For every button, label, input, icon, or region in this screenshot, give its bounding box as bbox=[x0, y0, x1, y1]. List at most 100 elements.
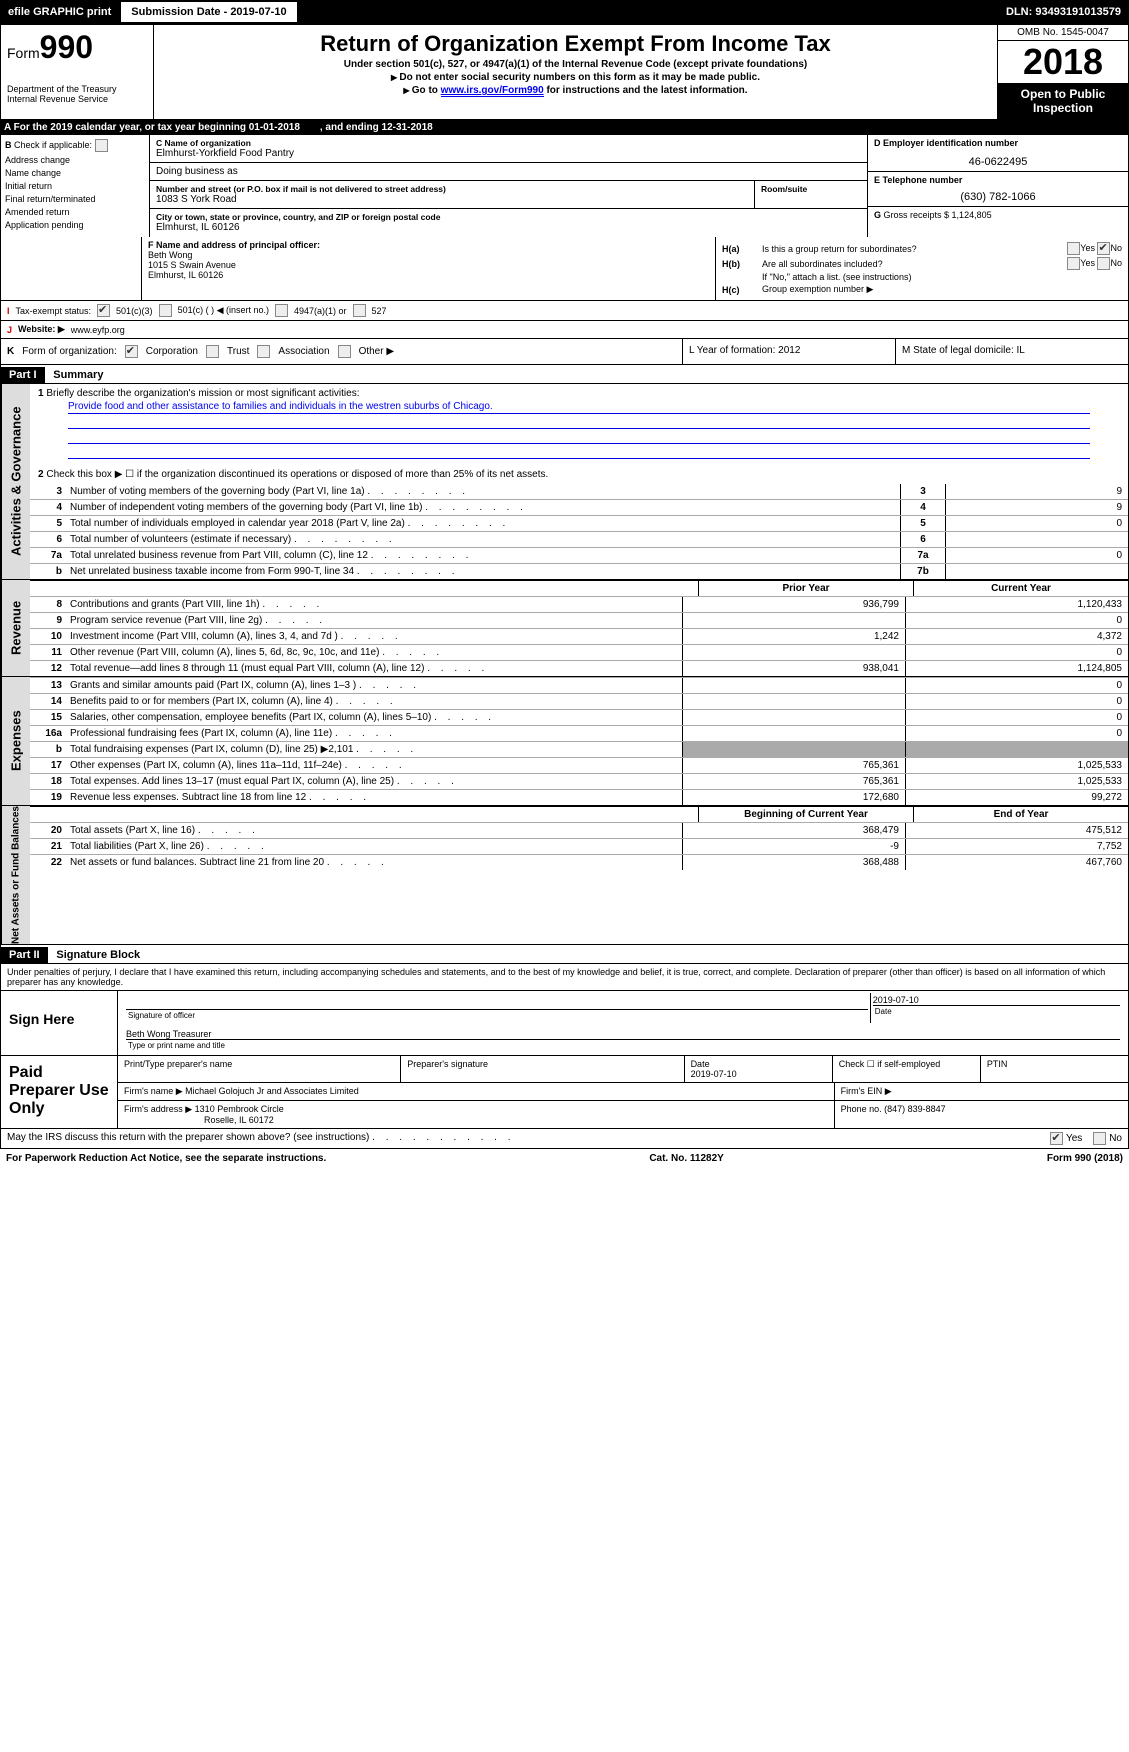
dots: . . . . . . . . . . . bbox=[372, 1132, 514, 1143]
cb-501c[interactable] bbox=[159, 304, 172, 317]
sig-date: 2019-07-10 bbox=[873, 995, 1120, 1005]
line-num: 20 bbox=[30, 823, 66, 838]
discuss-yes-cb[interactable] bbox=[1050, 1132, 1063, 1145]
line-2: 2 Check this box ▶ ☐ if the organization… bbox=[30, 465, 1128, 484]
checkbox-applicable[interactable] bbox=[95, 139, 108, 152]
irs-link[interactable]: www.irs.gov/Form990 bbox=[441, 85, 544, 97]
hb-yes-cb[interactable] bbox=[1067, 257, 1080, 270]
firm-ein-lbl: Firm's EIN ▶ bbox=[835, 1083, 1128, 1100]
line1-num: 1 bbox=[38, 388, 44, 399]
opt-527: 527 bbox=[372, 306, 387, 316]
line-col-val: 9 bbox=[945, 484, 1128, 499]
line-16a: 16a Professional fundraising fees (Part … bbox=[30, 725, 1128, 741]
cb-final: Final return/terminated bbox=[5, 194, 145, 204]
side-revenue: Revenue bbox=[1, 580, 30, 676]
line-num: 3 bbox=[30, 484, 66, 499]
line-col-num: 3 bbox=[900, 484, 945, 499]
line-14: 14 Benefits paid to or for members (Part… bbox=[30, 693, 1128, 709]
firm-addr2: Roselle, IL 60172 bbox=[124, 1115, 828, 1125]
rev-header: Prior Year Current Year bbox=[30, 580, 1128, 596]
part1-rev: Revenue Prior Year Current Year 8 Contri… bbox=[0, 580, 1129, 677]
line-text: Total unrelated business revenue from Pa… bbox=[66, 548, 900, 563]
street-lbl: Number and street (or P.O. box if mail i… bbox=[156, 184, 748, 194]
line-text: Grants and similar amounts paid (Part IX… bbox=[66, 678, 682, 693]
line-text: Benefits paid to or for members (Part IX… bbox=[66, 694, 682, 709]
prior-val bbox=[682, 678, 905, 693]
line-text: Other revenue (Part VIII, column (A), li… bbox=[66, 645, 682, 660]
line-num: 21 bbox=[30, 839, 66, 854]
col-prior: Prior Year bbox=[698, 581, 913, 596]
line-20: 20 Total assets (Part X, line 16) . . . … bbox=[30, 822, 1128, 838]
opt-4947: 4947(a)(1) or bbox=[294, 306, 347, 316]
line-18: 18 Total expenses. Add lines 13–17 (must… bbox=[30, 773, 1128, 789]
signature-block: Sign Here Signature of officer 2019-07-1… bbox=[0, 991, 1129, 1056]
header-right: OMB No. 1545-0047 2018 Open to Public In… bbox=[997, 25, 1128, 119]
section-bcd: B Check if applicable: Address change Na… bbox=[0, 135, 1129, 237]
line-num: 8 bbox=[30, 597, 66, 612]
current-val: 4,372 bbox=[905, 629, 1128, 644]
ha-lbl: H(a) bbox=[722, 244, 762, 254]
cb-other[interactable] bbox=[338, 345, 351, 358]
street-val: 1083 S York Road bbox=[156, 194, 748, 205]
prior-val bbox=[682, 613, 905, 628]
omb-number: OMB No. 1545-0047 bbox=[998, 25, 1128, 41]
k-txt: Form of organization: bbox=[22, 346, 117, 357]
row-a-left: A For the 2019 calendar year, or tax yea… bbox=[4, 122, 300, 133]
dln: DLN: 93493191013579 bbox=[998, 2, 1129, 22]
part1-exp: Expenses 13 Grants and similar amounts p… bbox=[0, 677, 1129, 806]
line-text: Investment income (Part VIII, column (A)… bbox=[66, 629, 682, 644]
firm-addr-lbl: Firm's address ▶ bbox=[124, 1104, 192, 1114]
perjury-text: Under penalties of perjury, I declare th… bbox=[0, 964, 1129, 991]
current-val: 1,025,533 bbox=[905, 758, 1128, 773]
line-num: 11 bbox=[30, 645, 66, 660]
hb-yn: Yes No bbox=[1067, 257, 1122, 270]
line-num: 13 bbox=[30, 678, 66, 693]
cb-assoc[interactable] bbox=[257, 345, 270, 358]
ein-val: 46-0622495 bbox=[874, 156, 1122, 168]
current-val: 0 bbox=[905, 726, 1128, 741]
j-lbl: J bbox=[7, 325, 12, 335]
city-val: Elmhurst, IL 60126 bbox=[156, 222, 861, 233]
ha-no-cb[interactable] bbox=[1097, 242, 1110, 255]
line-col-num: 5 bbox=[900, 516, 945, 531]
part1-header: Part I bbox=[1, 367, 45, 383]
cb-address: Address change bbox=[5, 155, 145, 165]
cb-trust[interactable] bbox=[206, 345, 219, 358]
header-left: Form990 Department of the Treasury Inter… bbox=[1, 25, 154, 119]
prior-val: 172,680 bbox=[682, 790, 905, 805]
line-num: 16a bbox=[30, 726, 66, 741]
form-990: 990 bbox=[40, 29, 93, 65]
line-num: 5 bbox=[30, 516, 66, 531]
goto-post: for instructions and the latest informat… bbox=[544, 85, 748, 96]
check-self: Check ☐ if self-employed bbox=[833, 1056, 981, 1082]
part1-net: Net Assets or Fund Balances Beginning of… bbox=[0, 806, 1129, 945]
cb-corp[interactable] bbox=[125, 345, 138, 358]
hb-no-cb[interactable] bbox=[1097, 257, 1110, 270]
net-header: Beginning of Current Year End of Year bbox=[30, 806, 1128, 822]
mission-blank1 bbox=[68, 416, 1090, 429]
line-text: Net assets or fund balances. Subtract li… bbox=[66, 855, 682, 870]
row-klm: K Form of organization: Corporation Trus… bbox=[0, 339, 1129, 365]
tel-lbl: E Telephone number bbox=[874, 175, 1122, 185]
cb-527[interactable] bbox=[353, 304, 366, 317]
header-center: Return of Organization Exempt From Incom… bbox=[154, 25, 997, 119]
prep-name-lbl: Print/Type preparer's name bbox=[118, 1056, 401, 1082]
cb-501c3[interactable] bbox=[97, 304, 110, 317]
prior-val: 936,799 bbox=[682, 597, 905, 612]
subtitle-2: Do not enter social security numbers on … bbox=[162, 72, 989, 83]
ptin-lbl: PTIN bbox=[981, 1056, 1128, 1082]
line-num: 4 bbox=[30, 500, 66, 515]
current-val: 1,124,805 bbox=[905, 661, 1128, 676]
form-prefix: Form bbox=[7, 45, 40, 61]
line-num: 22 bbox=[30, 855, 66, 870]
discuss-no-cb[interactable] bbox=[1093, 1132, 1106, 1145]
line-num: 10 bbox=[30, 629, 66, 644]
form-number: Form990 bbox=[7, 29, 147, 66]
discuss-row: May the IRS discuss this return with the… bbox=[0, 1129, 1129, 1149]
dept-treasury: Department of the Treasury Internal Reve… bbox=[7, 84, 147, 104]
ha-yes-cb[interactable] bbox=[1067, 242, 1080, 255]
i-lbl: I bbox=[7, 306, 10, 316]
cb-4947[interactable] bbox=[275, 304, 288, 317]
row-a: A For the 2019 calendar year, or tax yea… bbox=[0, 120, 1129, 135]
line-text: Total number of volunteers (estimate if … bbox=[66, 532, 900, 547]
